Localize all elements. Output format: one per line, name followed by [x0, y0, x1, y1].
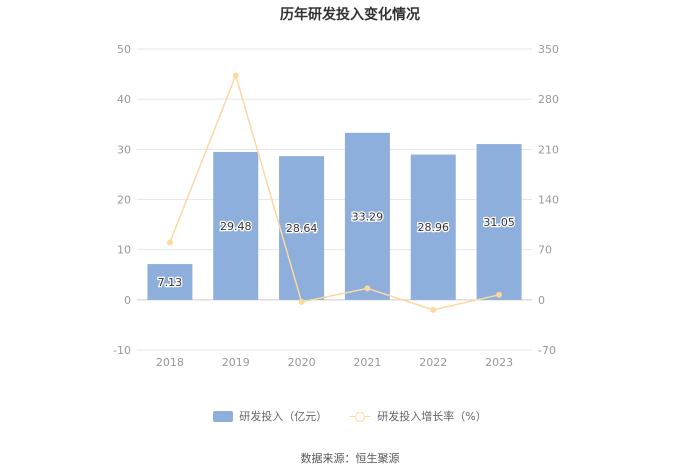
legend-label-growth-rate: 研发投入增长率（%）: [377, 410, 487, 423]
legend-swatch-line: [349, 411, 372, 422]
data-source-note: 数据来源：恒生聚源: [300, 452, 400, 465]
bar-value-label: 33.29: [352, 210, 384, 223]
legend-swatch-bar: [213, 410, 234, 422]
chart-title: 历年研发投入变化情况: [280, 7, 420, 23]
x-axis-tick-label: 2022: [419, 356, 447, 369]
left-axis-tick-label: -10: [113, 344, 131, 357]
bar-value-label: 28.64: [286, 222, 318, 235]
right-axis-tick-label: 0: [538, 294, 545, 307]
right-axis-tick-label: -70: [538, 344, 556, 357]
left-axis-tick-label: 0: [124, 294, 131, 307]
right-axis-tick-label: 210: [538, 143, 559, 156]
x-axis-tick-label: 2019: [222, 356, 250, 369]
left-axis-tick-label: 50: [117, 43, 131, 56]
x-axis-tick-label: 2018: [156, 356, 184, 369]
bar: [147, 264, 193, 300]
legend: 研发投入（亿元） 研发投入增长率（%）: [0, 408, 700, 424]
x-axis-tick-label: 2023: [485, 356, 513, 369]
growth-rate-line: [169, 73, 500, 311]
growth-rate-point: [430, 306, 437, 313]
x-axis-tick-label: 2020: [288, 356, 316, 369]
left-axis-tick-label: 30: [117, 143, 131, 156]
right-axis-tick-label: 70: [538, 244, 552, 257]
legend-label-rd-investment: 研发投入（亿元）: [239, 410, 328, 423]
right-axis-tick-label: 350: [538, 43, 559, 56]
bar: [213, 151, 259, 300]
bar-value-label: 29.48: [220, 220, 252, 233]
x-axis-tick-label: 2021: [353, 356, 381, 369]
left-axis-tick-label: 20: [117, 194, 131, 207]
growth-rate-point: [364, 285, 371, 292]
bar: [344, 132, 390, 300]
right-axis-tick-label: 280: [538, 93, 559, 106]
bar: [279, 156, 325, 300]
growth-rate-point: [298, 298, 305, 305]
growth-rate-point: [496, 291, 503, 298]
bar-value-label: 7.13: [158, 276, 183, 289]
left-axis-tick-label: 40: [117, 93, 131, 106]
legend-item-growth-rate[interactable]: 研发投入增长率（%）: [349, 408, 487, 424]
bar-value-label: 31.05: [483, 216, 515, 229]
bar: [476, 144, 522, 300]
right-axis-tick-label: 140: [538, 194, 559, 207]
left-axis-tick-label: 10: [117, 244, 131, 257]
bar: [410, 154, 456, 300]
legend-item-rd-investment[interactable]: 研发投入（亿元）: [213, 408, 327, 424]
bar-value-label: 28.96: [418, 221, 450, 234]
growth-rate-point: [232, 72, 239, 79]
growth-rate-point: [166, 239, 173, 246]
